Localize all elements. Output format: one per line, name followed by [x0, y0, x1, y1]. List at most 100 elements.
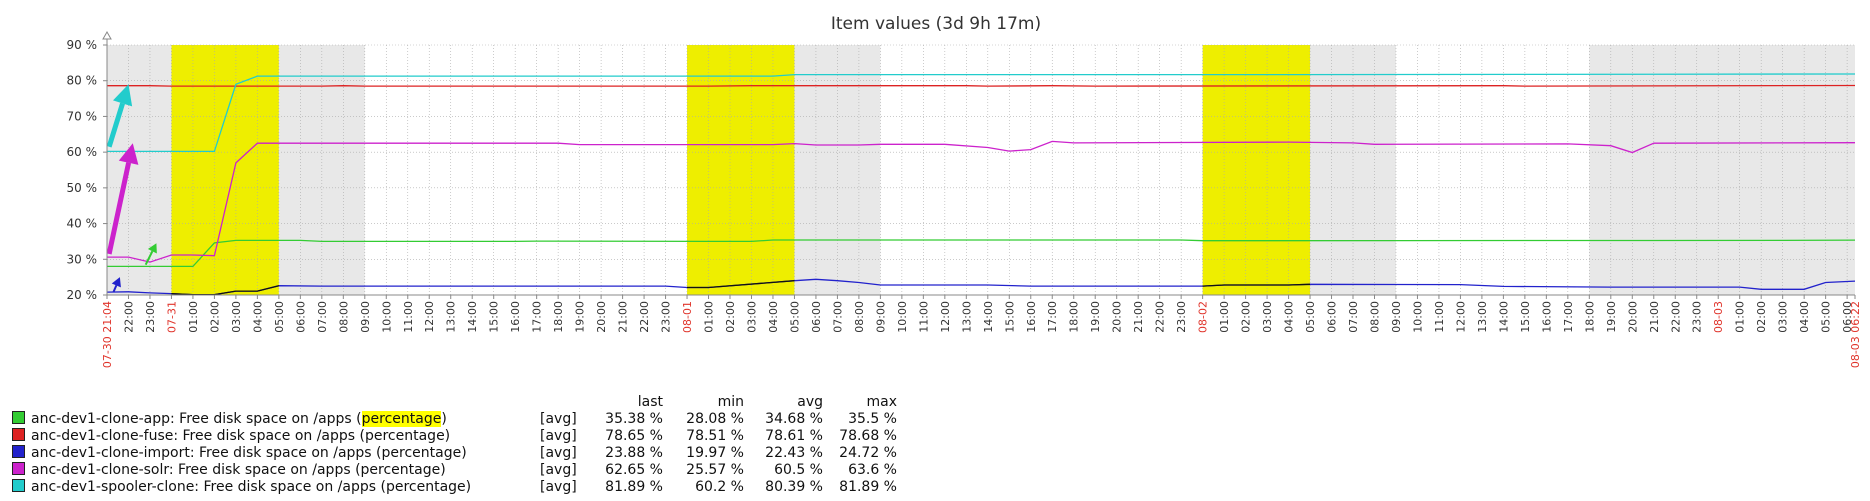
legend-avg: 34.68 % — [765, 411, 823, 427]
x-axis-ticks: 07-30 21:04 22:00 23:00 07-31 01:00 02:00 03:0… — [101, 301, 1862, 368]
shaded-band — [794, 45, 881, 295]
legend-max: 81.89 % — [839, 479, 897, 495]
x-tick-label: 06:00 — [1326, 301, 1339, 333]
y-axis-ticks: 20 % 30 % 40 % 50 % 60 % 70 % 80 % 90 % — [67, 38, 98, 302]
x-tick-label: 07-30 21:04 — [101, 301, 114, 368]
x-tick-label: 01:00 — [1218, 301, 1231, 333]
x-tick-label: 23:00 — [660, 301, 673, 333]
x-tick-label: 02:00 — [724, 301, 737, 333]
legend-func: [avg] — [540, 479, 577, 495]
legend-max: 35.5 % — [848, 411, 897, 427]
x-tick-label: 18:00 — [1068, 301, 1081, 333]
legend-min: 19.97 % — [686, 445, 744, 461]
legend-row: anc-dev1-clone-fuse: Free disk space on … — [12, 428, 897, 445]
legend-swatch — [12, 428, 25, 441]
x-tick-label: 16:00 — [1540, 301, 1553, 333]
highlight-band — [171, 45, 279, 295]
chart-axes — [102, 30, 1856, 299]
series-line-0 — [107, 239, 1856, 268]
y-tick-label: 20 % — [67, 288, 98, 302]
x-tick-label: 05:00 — [788, 301, 801, 333]
x-tick-label: 22:00 — [638, 301, 651, 333]
x-tick-label: 07-31 — [165, 301, 178, 333]
x-tick-label: 01:00 — [703, 301, 716, 333]
x-tick-label: 23:00 — [144, 301, 157, 333]
legend-min: 25.57 % — [686, 462, 744, 478]
legend-header-min: min — [717, 394, 744, 410]
legend-last: 23.88 % — [605, 445, 663, 461]
x-tick-label: 20:00 — [595, 301, 608, 333]
legend-avg: 78.61 % — [765, 428, 823, 444]
x-tick-label: 17:00 — [531, 301, 544, 333]
y-tick-label: 50 % — [67, 181, 98, 195]
x-tick-label: 08-03 06:22 — [1849, 301, 1862, 368]
highlight-band — [687, 45, 795, 295]
x-tick-label: 02:00 — [1755, 301, 1768, 333]
x-tick-label: 11:00 — [1433, 301, 1446, 333]
annotation-arrow — [144, 243, 157, 266]
y-tick-label: 30 % — [67, 252, 98, 266]
legend-avg: 22.43 % — [765, 445, 823, 461]
x-tick-label: 08-01 — [681, 301, 694, 333]
x-tick-label: 13:00 — [960, 301, 973, 333]
legend-func: [avg] — [540, 445, 577, 461]
legend-func: [avg] — [540, 428, 577, 444]
x-tick-label: 12:00 — [1454, 301, 1467, 333]
annotation-arrow — [106, 143, 139, 255]
legend-header-avg: avg — [797, 394, 823, 410]
series-line-highlighted — [171, 285, 280, 296]
chart-legend: last min avg max anc-dev1-clone-app: Fre… — [12, 394, 897, 496]
x-tick-label: 05:00 — [273, 301, 286, 333]
legend-func: [avg] — [540, 411, 577, 427]
x-tick-label: 16:00 — [509, 301, 522, 333]
legend-min: 78.51 % — [686, 428, 744, 444]
legend-header-max: max — [866, 394, 897, 410]
y-tick-label: 60 % — [67, 145, 98, 159]
x-tick-label: 14:00 — [982, 301, 995, 333]
x-tick-label: 02:00 — [1240, 301, 1253, 333]
x-tick-label: 19:00 — [1605, 301, 1618, 333]
x-tick-label: 15:00 — [1519, 301, 1532, 333]
legend-series-name: anc-dev1-clone-solr: Free disk space on … — [31, 462, 446, 478]
legend-swatch — [12, 411, 25, 424]
chart-annotations — [106, 84, 157, 293]
y-tick-label: 80 % — [67, 74, 98, 88]
legend-series-name: anc-dev1-clone-app: Free disk space on /… — [31, 411, 447, 427]
shaded-band — [107, 45, 172, 295]
annotation-arrow — [111, 277, 121, 293]
x-tick-label: 10:00 — [380, 301, 393, 333]
x-tick-label: 03:00 — [230, 301, 243, 333]
highlight-band — [1202, 45, 1311, 295]
legend-min: 60.2 % — [695, 479, 744, 495]
legend-row: anc-dev1-spooler-clone: Free disk space … — [12, 479, 897, 496]
x-tick-label: 16:00 — [1025, 301, 1038, 333]
legend-header-row: last min avg max — [12, 394, 897, 411]
legend-row: anc-dev1-clone-import: Free disk space o… — [12, 445, 897, 462]
x-tick-label: 17:00 — [1046, 301, 1059, 333]
x-tick-label: 05:00 — [1304, 301, 1317, 333]
x-tick-label: 07:00 — [1347, 301, 1360, 333]
chart-grid — [107, 44, 1855, 295]
x-tick-label: 22:00 — [122, 301, 135, 333]
x-tick-label: 13:00 — [1476, 301, 1489, 333]
chart-background-bands — [107, 45, 1855, 295]
y-tick-label: 90 % — [67, 38, 98, 52]
chart-series — [106, 73, 1856, 296]
series-line-4 — [107, 73, 1856, 153]
x-tick-label: 22:00 — [1669, 301, 1682, 333]
series-line-1 — [107, 84, 1856, 87]
x-tick-label: 08:00 — [337, 301, 350, 333]
x-tick-label: 01:00 — [1734, 301, 1747, 333]
legend-func: [avg] — [540, 462, 577, 478]
series-line-highlighted — [687, 280, 795, 289]
legend-swatch — [12, 462, 25, 475]
x-tick-label: 08:00 — [1368, 301, 1381, 333]
x-tick-label: 06:00 — [810, 301, 823, 333]
x-tick-label: 23:00 — [1691, 301, 1704, 333]
x-tick-label: 04:00 — [1283, 301, 1296, 333]
x-tick-label: 12:00 — [423, 301, 436, 333]
series-line-highlighted — [1202, 283, 1311, 287]
x-tick-label: 04:00 — [767, 301, 780, 333]
x-tick-label: 14:00 — [466, 301, 479, 333]
x-tick-label: 21:00 — [1132, 301, 1145, 333]
